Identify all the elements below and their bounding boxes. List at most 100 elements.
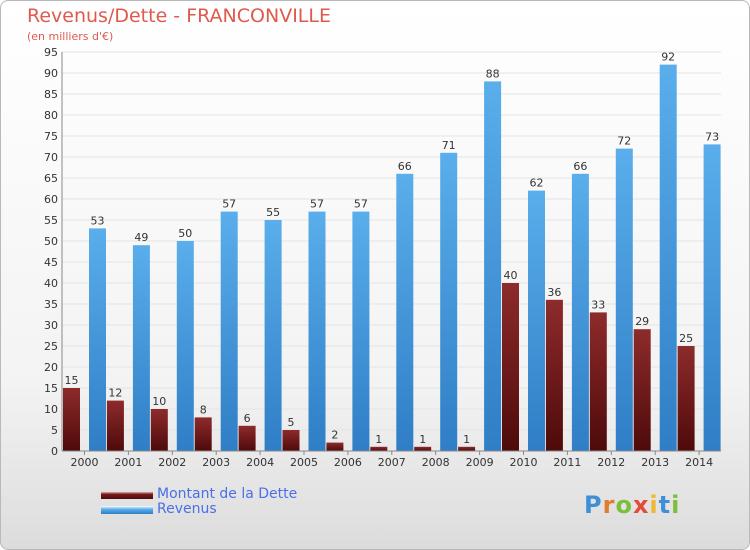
bar-revenus xyxy=(659,64,677,451)
y-tick-label: 65 xyxy=(44,172,58,185)
data-label-revenus: 92 xyxy=(661,51,675,64)
legend-label-dette: Montant de la Dette xyxy=(157,486,298,502)
y-tick-label: 5 xyxy=(51,424,58,437)
y-tick-label: 60 xyxy=(44,193,58,206)
bar-dette xyxy=(63,388,80,451)
logo-letter: o xyxy=(615,491,633,519)
bar-dette xyxy=(677,346,695,451)
data-label-revenus: 49 xyxy=(134,231,148,244)
chart-subtitle: (en milliers d'€) xyxy=(27,30,114,43)
y-tick-label: 25 xyxy=(44,340,58,353)
bar-revenus xyxy=(396,173,414,452)
bar-revenus xyxy=(528,190,545,451)
logo-letter: P xyxy=(584,491,603,519)
x-tick-label: 2010 xyxy=(510,456,538,469)
y-tick-label: 40 xyxy=(44,277,58,290)
bar-revenus xyxy=(308,211,326,451)
x-tick-label: 2005 xyxy=(290,456,318,469)
data-label-revenus: 57 xyxy=(354,198,368,211)
y-tick-label: 10 xyxy=(44,403,58,416)
bar-dette xyxy=(370,446,388,451)
y-tick-label: 0 xyxy=(51,445,58,458)
data-label-revenus: 71 xyxy=(442,139,456,152)
x-tick-label: 2011 xyxy=(553,456,581,469)
x-tick-label: 2002 xyxy=(158,456,186,469)
y-tick-label: 15 xyxy=(44,382,58,395)
data-label-dette: 1 xyxy=(463,433,470,446)
data-label-dette: 2 xyxy=(331,429,338,442)
data-label-dette: 33 xyxy=(591,298,605,311)
y-tick-label: 90 xyxy=(44,67,58,80)
legend-label-revenus: Revenus xyxy=(157,501,217,517)
bar-revenus xyxy=(89,228,106,451)
bar-dette xyxy=(106,400,124,451)
y-tick-label: 85 xyxy=(44,88,58,101)
data-label-dette: 6 xyxy=(244,412,251,425)
bar-revenus xyxy=(132,245,150,451)
bar-dette xyxy=(194,417,212,451)
y-tick-label: 80 xyxy=(44,109,58,122)
chart-title: Revenus/Dette - FRANCONVILLE xyxy=(27,5,331,27)
data-label-dette: 12 xyxy=(108,387,122,400)
data-label-dette: 36 xyxy=(547,286,561,299)
data-label-dette: 15 xyxy=(65,374,79,387)
x-tick-label: 2001 xyxy=(114,456,142,469)
logo-letter: x xyxy=(632,491,650,519)
data-label-revenus: 55 xyxy=(266,206,280,219)
legend-swatch-dette xyxy=(101,491,153,499)
x-tick-label: 2007 xyxy=(378,456,406,469)
data-label-dette: 25 xyxy=(679,332,693,345)
bar-revenus xyxy=(176,241,194,451)
data-label-dette: 8 xyxy=(200,403,207,416)
bar-dette xyxy=(458,446,476,451)
data-label-revenus: 66 xyxy=(573,160,587,173)
x-tick-label: 2013 xyxy=(641,456,669,469)
bar-chart: 1553124910508576555572571661711884062366… xyxy=(44,46,721,469)
bar-revenus xyxy=(571,173,589,452)
x-tick-label: 2008 xyxy=(422,456,450,469)
logo-letter: r xyxy=(602,491,616,519)
data-label-dette: 29 xyxy=(635,315,649,328)
x-tick-label: 2000 xyxy=(71,456,99,469)
data-label-revenus: 53 xyxy=(91,214,105,227)
data-label-dette: 1 xyxy=(419,433,426,446)
logo-letter: i xyxy=(649,491,659,519)
bar-dette xyxy=(150,409,168,451)
data-label-revenus: 62 xyxy=(530,177,544,190)
y-tick-label: 30 xyxy=(44,319,58,332)
data-label-revenus: 66 xyxy=(398,160,412,173)
bar-revenus xyxy=(484,81,502,452)
y-tick-label: 55 xyxy=(44,214,58,227)
bar-dette xyxy=(282,430,300,451)
bar-dette xyxy=(414,446,432,451)
x-tick-label: 2006 xyxy=(334,456,362,469)
bar-dette xyxy=(545,299,563,451)
y-tick-label: 35 xyxy=(44,298,58,311)
data-label-dette: 5 xyxy=(288,416,295,429)
x-tick-label: 2012 xyxy=(597,456,625,469)
data-label-revenus: 88 xyxy=(486,67,500,80)
data-label-revenus: 72 xyxy=(617,135,631,148)
data-label-dette: 10 xyxy=(152,395,166,408)
logo-letter: i xyxy=(671,491,681,519)
bar-dette xyxy=(502,283,519,451)
data-label-revenus: 57 xyxy=(310,198,324,211)
bar-revenus xyxy=(440,152,458,452)
x-tick-label: 2009 xyxy=(466,456,494,469)
legend-swatch-revenus xyxy=(101,506,153,514)
data-label-dette: 40 xyxy=(504,269,518,282)
x-tick-label: 2003 xyxy=(202,456,230,469)
bar-dette xyxy=(589,312,607,451)
y-tick-label: 20 xyxy=(44,361,58,374)
data-label-dette: 1 xyxy=(375,433,382,446)
bar-revenus xyxy=(264,220,282,451)
bar-dette xyxy=(238,425,256,451)
bar-revenus xyxy=(615,148,633,451)
y-tick-label: 70 xyxy=(44,151,58,164)
y-tick-label: 45 xyxy=(44,256,58,269)
y-tick-label: 75 xyxy=(44,130,58,143)
logo-letter: t xyxy=(658,491,672,519)
bar-dette xyxy=(633,329,651,451)
proxiti-logo: Proxiti xyxy=(584,491,680,519)
